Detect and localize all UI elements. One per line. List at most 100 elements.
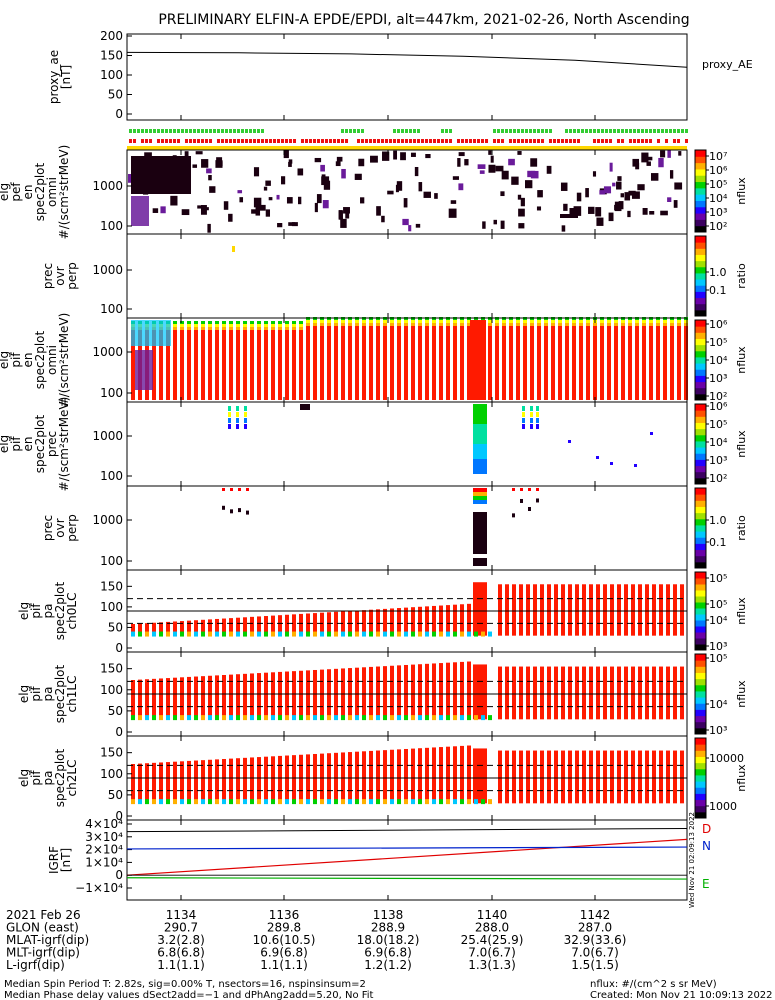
flag-mark xyxy=(577,139,580,143)
flag-mark xyxy=(129,129,132,133)
spectrogram-column xyxy=(673,584,677,636)
colorbar-swatch xyxy=(695,744,706,751)
spectrogram-pixel xyxy=(200,205,207,215)
colorbar-tick-label: 10⁵ xyxy=(709,572,727,585)
igrf-line-E xyxy=(126,877,688,880)
y-tick-label: 150 xyxy=(100,746,123,760)
colorbar-swatch xyxy=(695,703,706,710)
spectrogram-column xyxy=(607,326,611,400)
spectrogram-pixel xyxy=(495,323,499,326)
flag-mark xyxy=(441,139,444,143)
spectrogram-column xyxy=(306,326,310,400)
spectrogram-column xyxy=(334,326,338,400)
spectrogram-column xyxy=(526,750,530,804)
spectrogram-block xyxy=(470,320,486,400)
spectrogram-pixel xyxy=(145,715,149,721)
colorbar-swatch xyxy=(695,181,706,189)
spectrogram-column xyxy=(558,326,562,400)
spectrogram-pixel xyxy=(334,320,338,323)
spectrogram-pixel xyxy=(467,320,471,323)
spectrogram-pixel xyxy=(508,158,515,166)
flag-mark xyxy=(389,139,392,143)
spectrogram-column xyxy=(467,661,471,720)
spectrogram-column xyxy=(306,613,310,636)
spectrogram-column xyxy=(589,666,593,720)
flag-mark xyxy=(625,129,628,133)
spectrogram-pixel xyxy=(635,320,639,323)
spectrogram-pixel xyxy=(473,454,487,459)
spectrogram-pixel xyxy=(341,168,346,179)
spectrogram-column xyxy=(152,762,156,804)
flag-mark xyxy=(433,139,436,143)
flag-mark xyxy=(397,139,400,143)
spectrogram-column xyxy=(215,759,219,804)
spectrogram-pixel xyxy=(473,419,487,424)
colorbar-swatch xyxy=(695,518,706,526)
flag-mark xyxy=(593,129,596,133)
spectrogram-column xyxy=(208,330,212,400)
flag-mark xyxy=(593,139,596,143)
spectrogram-pixel xyxy=(194,327,198,330)
spectrogram-column xyxy=(432,663,436,720)
spectrogram-pixel xyxy=(467,323,471,326)
flag-mark xyxy=(209,129,212,133)
flag-mark xyxy=(141,139,144,143)
colorbar-swatch xyxy=(695,266,706,274)
colorbar-swatch xyxy=(695,626,706,633)
spectrogram-pixel xyxy=(593,323,597,326)
colorbar-tick-label: 10⁴ xyxy=(709,354,728,367)
spectrogram-pixel xyxy=(194,715,198,721)
y-tick-label: 100 xyxy=(100,554,123,568)
spectrogram-pixel xyxy=(180,715,184,721)
spectrogram-pixel xyxy=(446,715,450,721)
flag-mark xyxy=(549,139,552,143)
spectrogram-pixel xyxy=(207,223,211,233)
flag-mark xyxy=(633,139,636,143)
colorbar-frame xyxy=(694,737,707,819)
y-axis-label: ch2LC xyxy=(65,760,79,797)
flag-mark xyxy=(189,129,192,133)
colorbar-swatch xyxy=(695,793,706,801)
colorbar-swatch xyxy=(695,678,706,686)
flag-mark xyxy=(237,139,240,143)
spectrogram-pixel xyxy=(383,631,387,637)
spectrogram-column xyxy=(680,584,684,636)
spectrogram-column xyxy=(642,326,646,400)
spectrogram-pixel xyxy=(439,320,443,323)
spectrogram-pixel xyxy=(327,715,331,721)
flag-mark xyxy=(569,139,572,143)
colorbar-tick-label: 10⁴ xyxy=(709,436,728,449)
flag-mark xyxy=(145,129,148,133)
colorbar-swatch xyxy=(695,781,706,788)
spectrogram-pixel xyxy=(187,799,191,805)
spectrogram-column xyxy=(159,678,163,720)
spectrogram-pixel xyxy=(649,210,655,215)
colorbar-swatch xyxy=(695,644,706,651)
y-tick-label: 1000 xyxy=(92,345,123,359)
flag-mark xyxy=(513,139,516,143)
spectrogram-pixel xyxy=(518,223,525,229)
colorbar-pif_ratio: 1.0 0.1 ratio xyxy=(694,487,748,569)
flag-mark xyxy=(261,129,264,133)
spectrogram-column xyxy=(376,750,380,804)
spectrogram-pixel xyxy=(138,715,142,721)
spectrogram-pixel xyxy=(271,324,275,327)
flag-mark xyxy=(337,139,340,143)
flag-mark xyxy=(649,139,652,143)
spectrogram-pixel xyxy=(159,715,163,721)
spectrogram-pixel xyxy=(239,197,244,203)
spectrogram-column xyxy=(215,618,219,636)
proxy-ae-label: proxy_AE xyxy=(702,58,753,71)
spectrogram-column xyxy=(446,746,450,804)
flag-mark xyxy=(629,139,632,143)
y-axis-label: pef xyxy=(9,182,23,202)
flag-mark xyxy=(213,129,216,133)
flag-mark xyxy=(265,139,268,143)
flag-mark xyxy=(577,129,580,133)
spectrogram-column xyxy=(561,750,565,804)
y-axis-label: pa xyxy=(41,771,55,786)
colorbar-tick-label: 10000 xyxy=(709,752,744,765)
spectrogram-pixel xyxy=(131,631,135,637)
flag-mark xyxy=(269,139,272,143)
y-axis-label: elg xyxy=(17,602,31,620)
